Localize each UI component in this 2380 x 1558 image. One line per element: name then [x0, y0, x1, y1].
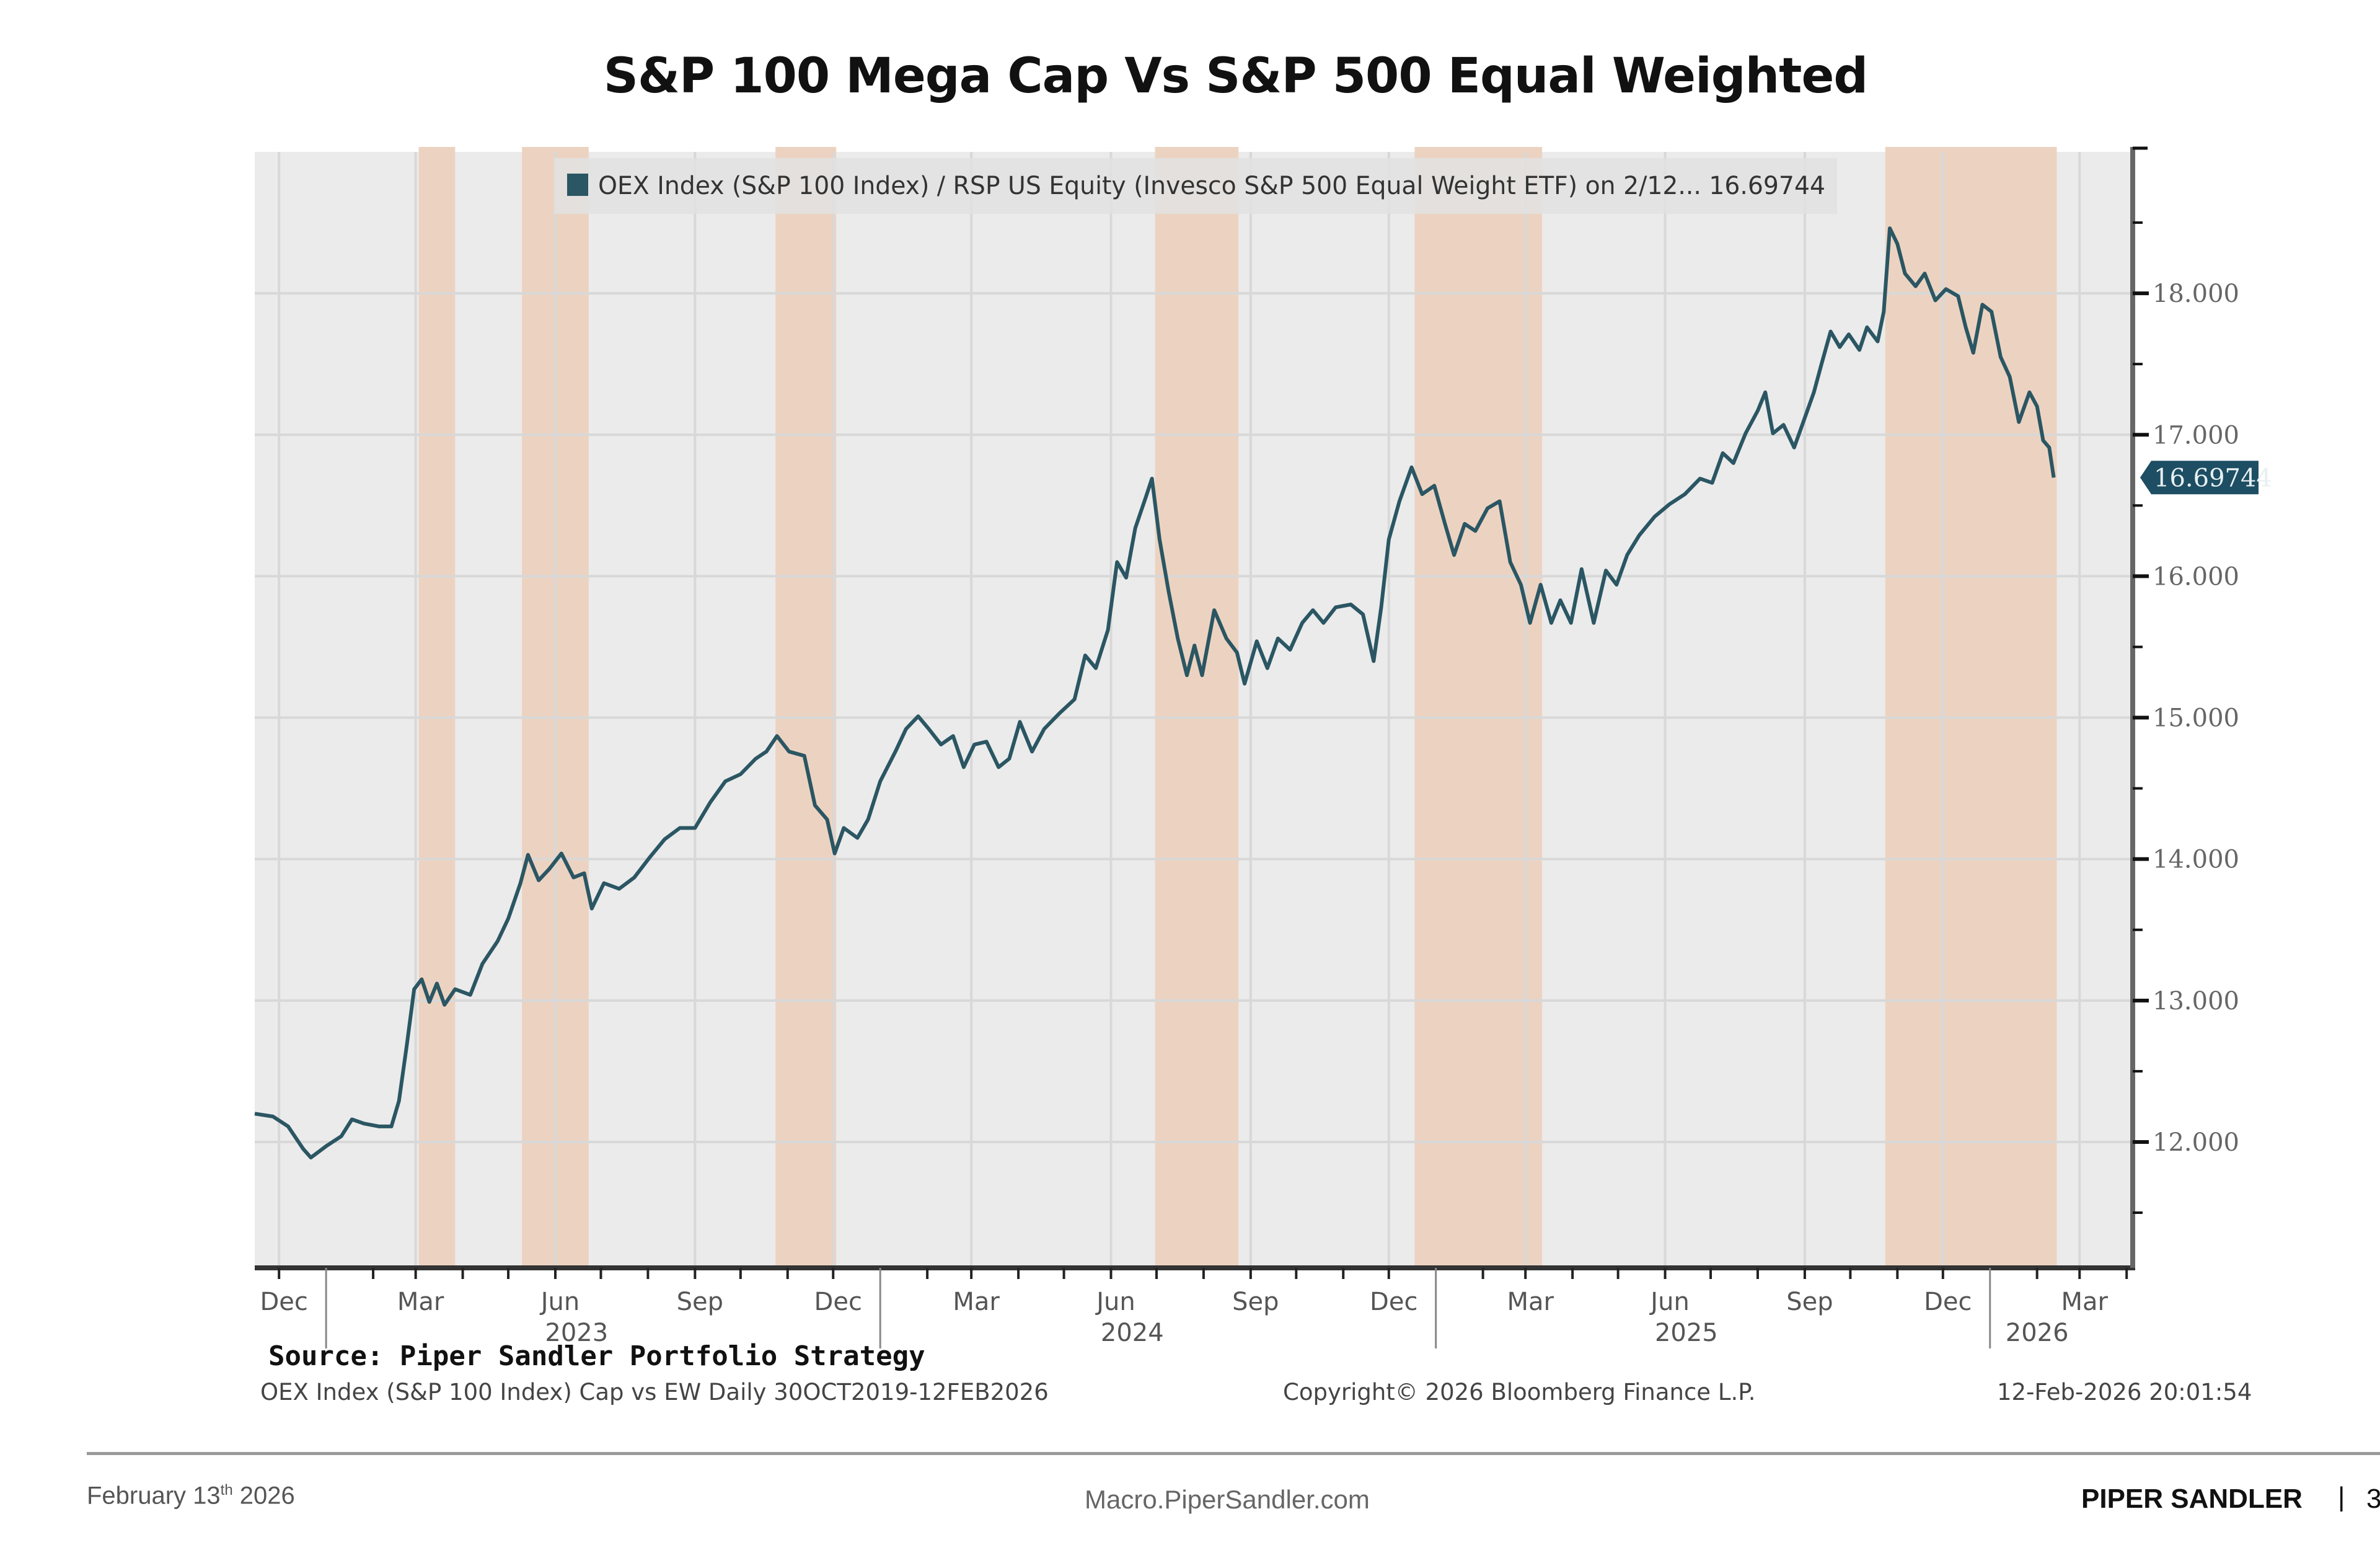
- chart-title: S&P 100 Mega Cap Vs S&P 500 Equal Weight…: [603, 48, 1868, 104]
- x-tick-label: Mar: [953, 1288, 1000, 1316]
- x-tick-label: Dec: [1370, 1288, 1417, 1316]
- series-line-group: [254, 226, 2056, 1160]
- shaded-period: [1414, 147, 1543, 1268]
- x-tick-label: Mar: [397, 1288, 444, 1316]
- footer-brand-logo: PIPER SANDLER: [2081, 1484, 2303, 1514]
- footer-divider: [87, 1452, 2380, 1455]
- footer-date: February 13th 2026: [87, 1482, 295, 1510]
- x-tick-label: Jun: [1095, 1288, 1135, 1316]
- last-value-label: 16.69744: [2154, 464, 2272, 492]
- footer-date-main: February 13: [87, 1482, 221, 1510]
- y-tick-label: 18.000: [2153, 280, 2239, 308]
- legend: OEX Index (S&P 100 Index) / RSP US Equit…: [554, 158, 1837, 214]
- series-line: [254, 226, 2056, 1160]
- bloomberg-description: OEX Index (S&P 100 Index) Cap vs EW Dail…: [260, 1379, 1049, 1405]
- footer-url[interactable]: Macro.PiperSandler.com: [1085, 1485, 1370, 1514]
- shaded-period: [418, 147, 456, 1268]
- legend-box: [554, 158, 1837, 214]
- x-tick-label: Dec: [1924, 1288, 1972, 1316]
- page-number: 3: [2366, 1484, 2380, 1514]
- last-value-tag: [2140, 461, 2259, 495]
- x-tick-label: Sep: [677, 1288, 723, 1316]
- x-year-label: 2023: [545, 1319, 608, 1347]
- x-year-label: 2026: [2006, 1319, 2069, 1347]
- x-tick-label: Mar: [1507, 1288, 1554, 1316]
- chart: OEX Index (S&P 100 Index) / RSP US Equit…: [254, 146, 2272, 1348]
- x-tick-label: Sep: [1232, 1288, 1279, 1316]
- y-tick-label: 17.000: [2153, 421, 2239, 449]
- shaded-period: [775, 147, 837, 1268]
- y-tick-label: 12.000: [2153, 1128, 2239, 1157]
- gridlines: [255, 152, 2133, 1268]
- x-tick-label: Jun: [539, 1288, 580, 1316]
- timestamp: 12-Feb-2026 20:01:54: [1997, 1379, 2252, 1405]
- footer-date-year: 2026: [232, 1482, 295, 1510]
- y-tick-label: 16.000: [2153, 562, 2239, 591]
- x-year-label: 2025: [1655, 1319, 1718, 1347]
- shaded-period: [1885, 147, 2057, 1268]
- legend-swatch: [567, 174, 588, 196]
- footer-date-sup: th: [220, 1482, 233, 1498]
- copyright: Copyright© 2026 Bloomberg Finance L.P.: [1283, 1379, 1756, 1405]
- shaded-period: [1155, 147, 1239, 1268]
- x-tick-label: Sep: [1786, 1288, 1833, 1316]
- x-tick-label: Dec: [260, 1288, 307, 1316]
- x-year-label: 2024: [1101, 1319, 1164, 1347]
- legend-label: OEX Index (S&P 100 Index) / RSP US Equit…: [598, 172, 1825, 200]
- source-note: Source: Piper Sandler Portfolio Strategy: [268, 1340, 925, 1372]
- x-tick-label: Jun: [1649, 1288, 1690, 1316]
- y-tick-label: 13.000: [2153, 987, 2239, 1016]
- y-tick-label: 14.000: [2153, 846, 2239, 874]
- axes: 12.000 13.000 14.000 15.000 16.000 17.000 18.0…: [255, 146, 2272, 1348]
- x-tick-label: Mar: [2061, 1288, 2109, 1316]
- y-tick-label: 15.000: [2153, 704, 2239, 733]
- x-tick-label: Dec: [814, 1288, 862, 1316]
- footer-separator: |: [2338, 1482, 2345, 1512]
